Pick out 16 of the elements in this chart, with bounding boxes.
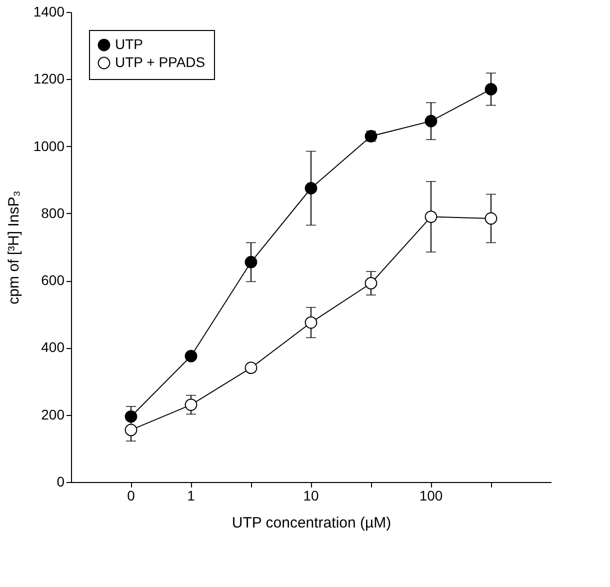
x-tick-label: 0 <box>127 488 136 504</box>
y-tick-label: 1200 <box>33 70 65 87</box>
y-axis-title: cpm of [³H] InsP₃ <box>5 190 22 304</box>
y-tick-label: 1000 <box>33 138 65 154</box>
y-tick-label: 0 <box>56 474 65 490</box>
y-tick-label: 200 <box>41 406 65 422</box>
y-tick-label: 1400 <box>33 4 65 20</box>
x-axis-title: UTP concentration (µM) <box>232 514 392 532</box>
x-tick-label: 100 <box>419 488 443 504</box>
x-tick-label: 1 <box>187 488 196 504</box>
x-tick-label: 10 <box>303 488 319 504</box>
legend-label: UTP + PPADS <box>115 54 206 70</box>
y-tick-label: 400 <box>41 339 65 356</box>
y-tick-label: 800 <box>41 204 65 221</box>
y-tick-label: 600 <box>41 272 65 288</box>
legend-label: UTP <box>115 36 143 52</box>
